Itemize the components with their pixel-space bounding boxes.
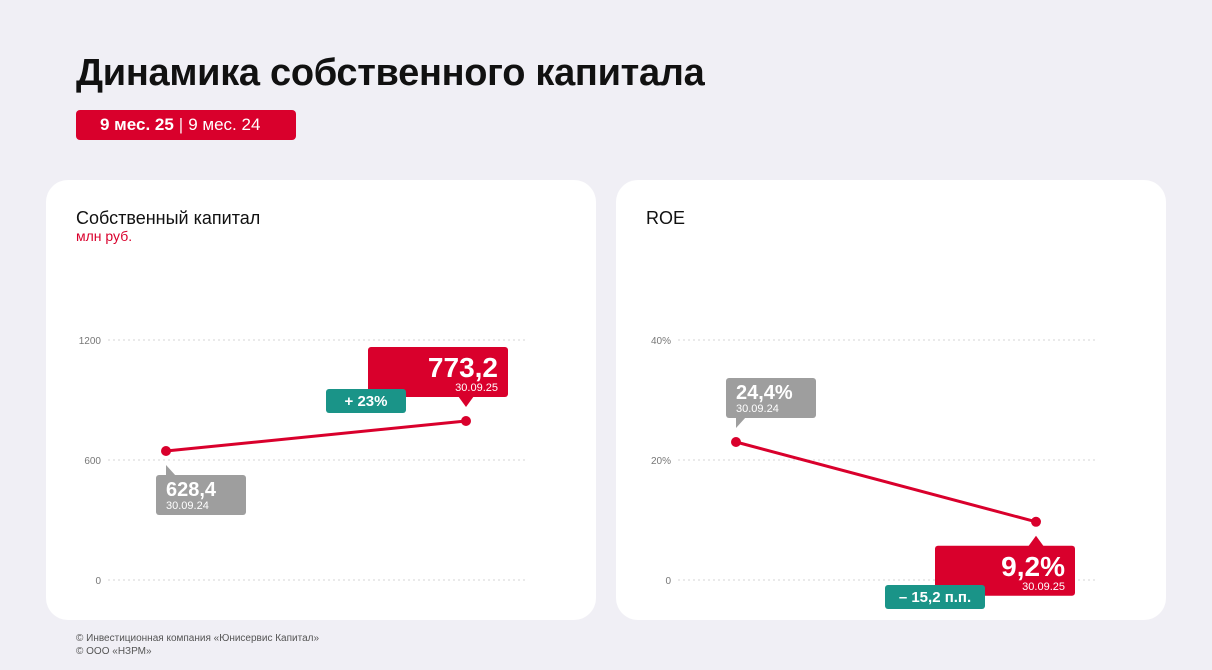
data-label-current: 773,230.09.25 [368, 347, 508, 407]
data-point [461, 416, 471, 426]
change-badge: – 15,2 п.п. [885, 585, 985, 609]
date-label: 30.09.24 [166, 500, 209, 512]
y-tick-label: 20% [651, 456, 671, 467]
label-tail [1028, 535, 1044, 547]
value-label: 773,2 [428, 352, 498, 383]
page-title: Динамика собственного капитала [76, 52, 705, 94]
y-tick-label: 600 [84, 456, 101, 467]
data-point [161, 446, 171, 456]
data-point [1031, 516, 1041, 527]
data-label-current: 9,2%30.09.25 [935, 535, 1075, 596]
data-label-previous: 628,430.09.24 [156, 465, 246, 515]
series-line [165, 419, 467, 453]
label-box [935, 545, 1075, 596]
date-label: 30.09.24 [736, 403, 779, 415]
label-tail [166, 465, 176, 476]
label-box [726, 378, 816, 418]
period-separator: | [178, 115, 184, 134]
y-tick-label: 0 [95, 576, 101, 587]
y-tick-label: 40% [651, 336, 671, 347]
roe-chart-title: ROE [646, 208, 686, 228]
footer: © Инвестиционная компания «Юнисервис Кап… [76, 632, 319, 658]
change-badge-box [885, 585, 985, 609]
equity-chart-title: Собственный капитал [76, 208, 261, 228]
equity-chart-unit: млн руб. [76, 228, 133, 244]
series-line [735, 440, 1037, 524]
label-box [368, 347, 508, 397]
change-badge: + 23% [326, 389, 406, 413]
footer-copyright-2: © ООО «НЗРМ» [76, 646, 152, 657]
value-label: 24,4% [736, 382, 793, 404]
value-label: 628,4 [166, 479, 217, 501]
roe-chart: 40%20%024,4%30.09.249,2%30.09.25– 15,2 п… [651, 336, 1098, 609]
equity-chart-card: Собственный капитал млн руб. 1200 600 0 628… [46, 180, 596, 620]
roe-chart-card: ROE 40% 20% 0 24,4% 30.09.24 9,2% 30.09.25– 15… [616, 180, 1166, 620]
y-tick-label: 0 [665, 576, 671, 587]
change-label: – 15,2 п.п. [899, 589, 971, 606]
period-switch[interactable]: 9 мес. 25 | 9 мес. 24 [76, 110, 296, 140]
label-tail [458, 396, 474, 407]
y-tick-label: 1200 [79, 336, 102, 347]
data-label-previous: 24,4%30.09.24 [726, 378, 816, 428]
date-label: 30.09.25 [455, 382, 498, 394]
data-point [731, 437, 741, 447]
date-label: 30.09.25 [1022, 581, 1065, 593]
value-label: 9,2% [1001, 551, 1065, 582]
label-tail [736, 417, 746, 428]
change-badge-box [326, 389, 406, 413]
change-label: + 23% [345, 393, 388, 410]
label-box [156, 475, 246, 515]
period-inactive[interactable]: 9 мес. 24 [188, 115, 261, 134]
footer-copyright-1: © Инвестиционная компания «Юнисервис Кап… [76, 633, 320, 644]
period-active[interactable]: 9 мес. 25 [100, 115, 174, 134]
